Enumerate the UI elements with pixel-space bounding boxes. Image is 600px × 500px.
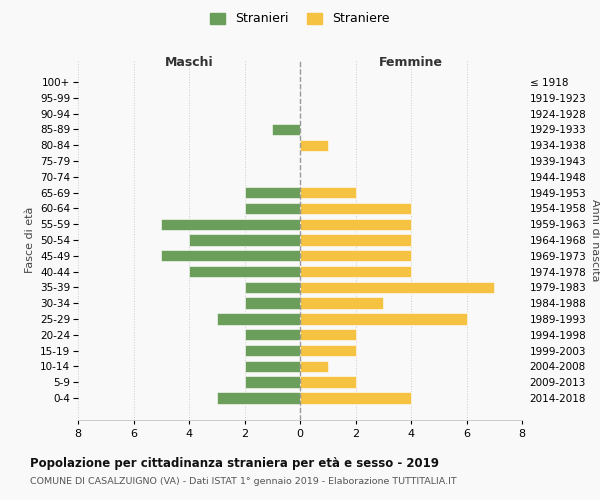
Bar (300, 376, 355, 388)
Bar (300, 218, 411, 230)
Bar (217, 314, 300, 324)
Y-axis label: Fasce di età: Fasce di età (25, 207, 35, 273)
Bar (189, 234, 300, 246)
Bar (300, 266, 411, 278)
Bar (189, 266, 300, 278)
Text: Femmine: Femmine (379, 56, 443, 68)
Bar (245, 202, 300, 214)
Bar (161, 250, 300, 262)
Bar (245, 360, 300, 372)
Y-axis label: Anni di nascita: Anni di nascita (590, 198, 600, 281)
Bar (300, 187, 355, 198)
Text: COMUNE DI CASALZUIGNO (VA) - Dati ISTAT 1° gennaio 2019 - Elaborazione TUTTITALI: COMUNE DI CASALZUIGNO (VA) - Dati ISTAT … (30, 478, 457, 486)
Bar (245, 345, 300, 356)
Legend: Stranieri, Straniere: Stranieri, Straniere (206, 8, 394, 29)
Text: Maschi: Maschi (164, 56, 214, 68)
Bar (300, 140, 328, 151)
Bar (161, 218, 300, 230)
Bar (300, 360, 328, 372)
Bar (272, 124, 300, 135)
Bar (245, 298, 300, 309)
Bar (300, 202, 411, 214)
Bar (245, 187, 300, 198)
Bar (245, 282, 300, 293)
Bar (245, 376, 300, 388)
Bar (300, 250, 411, 262)
Bar (300, 234, 411, 246)
Bar (300, 392, 411, 404)
Bar (300, 329, 355, 340)
Bar (217, 392, 300, 404)
Text: Popolazione per cittadinanza straniera per età e sesso - 2019: Popolazione per cittadinanza straniera p… (30, 458, 439, 470)
Bar (300, 345, 355, 356)
Bar (300, 282, 494, 293)
Bar (245, 329, 300, 340)
Bar (300, 298, 383, 309)
Bar (300, 314, 467, 324)
